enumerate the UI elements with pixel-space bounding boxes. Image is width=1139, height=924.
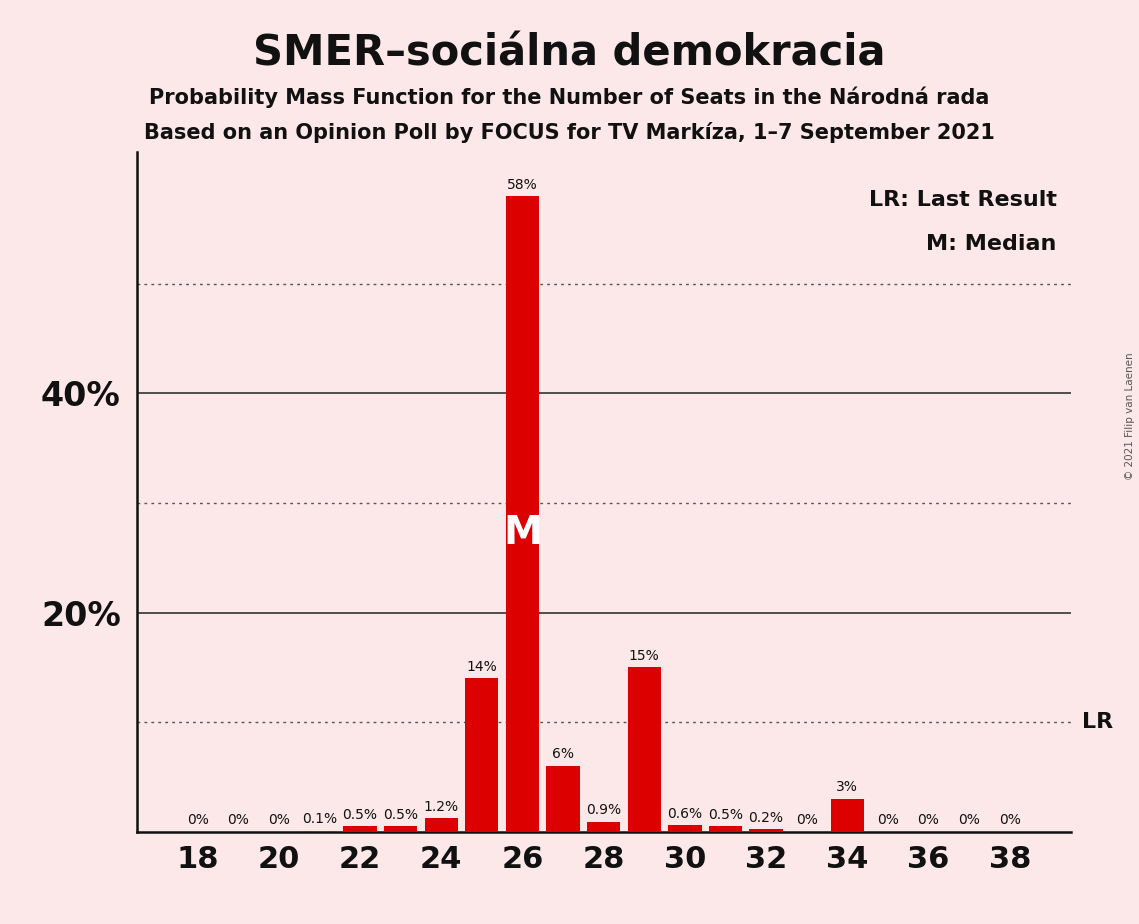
Text: 0%: 0% <box>268 813 289 827</box>
Text: 0.9%: 0.9% <box>587 803 621 818</box>
Text: 0%: 0% <box>187 813 208 827</box>
Text: 0.5%: 0.5% <box>708 808 743 821</box>
Text: 0.6%: 0.6% <box>667 807 703 821</box>
Bar <box>669 825 702 832</box>
Bar <box>708 826 743 832</box>
Bar <box>343 826 377 832</box>
Bar <box>749 830 782 832</box>
Text: 0%: 0% <box>877 813 899 827</box>
Text: M: Median: M: Median <box>926 234 1057 254</box>
Bar <box>547 766 580 832</box>
Text: 0%: 0% <box>796 813 818 827</box>
Bar <box>384 826 417 832</box>
Text: M: M <box>503 514 542 552</box>
Bar <box>830 798 865 832</box>
Text: 0%: 0% <box>918 813 940 827</box>
Text: 0%: 0% <box>958 813 980 827</box>
Bar <box>303 831 336 832</box>
Text: 58%: 58% <box>507 178 538 192</box>
Bar <box>506 196 539 832</box>
Text: 14%: 14% <box>467 660 498 674</box>
Text: 0.5%: 0.5% <box>343 808 377 821</box>
Bar <box>425 819 458 832</box>
Bar <box>587 821 621 832</box>
Text: 0.1%: 0.1% <box>302 812 337 826</box>
Text: 0.5%: 0.5% <box>383 808 418 821</box>
Text: 6%: 6% <box>552 748 574 761</box>
Text: 0%: 0% <box>999 813 1021 827</box>
Text: Based on an Opinion Poll by FOCUS for TV Markíza, 1–7 September 2021: Based on an Opinion Poll by FOCUS for TV… <box>144 122 995 143</box>
Text: LR: Last Result: LR: Last Result <box>869 189 1057 210</box>
Text: 0%: 0% <box>228 813 249 827</box>
Text: LR: LR <box>1082 712 1113 732</box>
Bar <box>465 678 499 832</box>
Text: Probability Mass Function for the Number of Seats in the Národná rada: Probability Mass Function for the Number… <box>149 87 990 108</box>
Text: 15%: 15% <box>629 649 659 663</box>
Text: © 2021 Filip van Laenen: © 2021 Filip van Laenen <box>1125 352 1134 480</box>
Text: SMER–sociálna demokracia: SMER–sociálna demokracia <box>253 32 886 74</box>
Text: 3%: 3% <box>836 781 859 795</box>
Bar <box>628 667 661 832</box>
Text: 1.2%: 1.2% <box>424 800 459 814</box>
Text: 0.2%: 0.2% <box>748 811 784 825</box>
